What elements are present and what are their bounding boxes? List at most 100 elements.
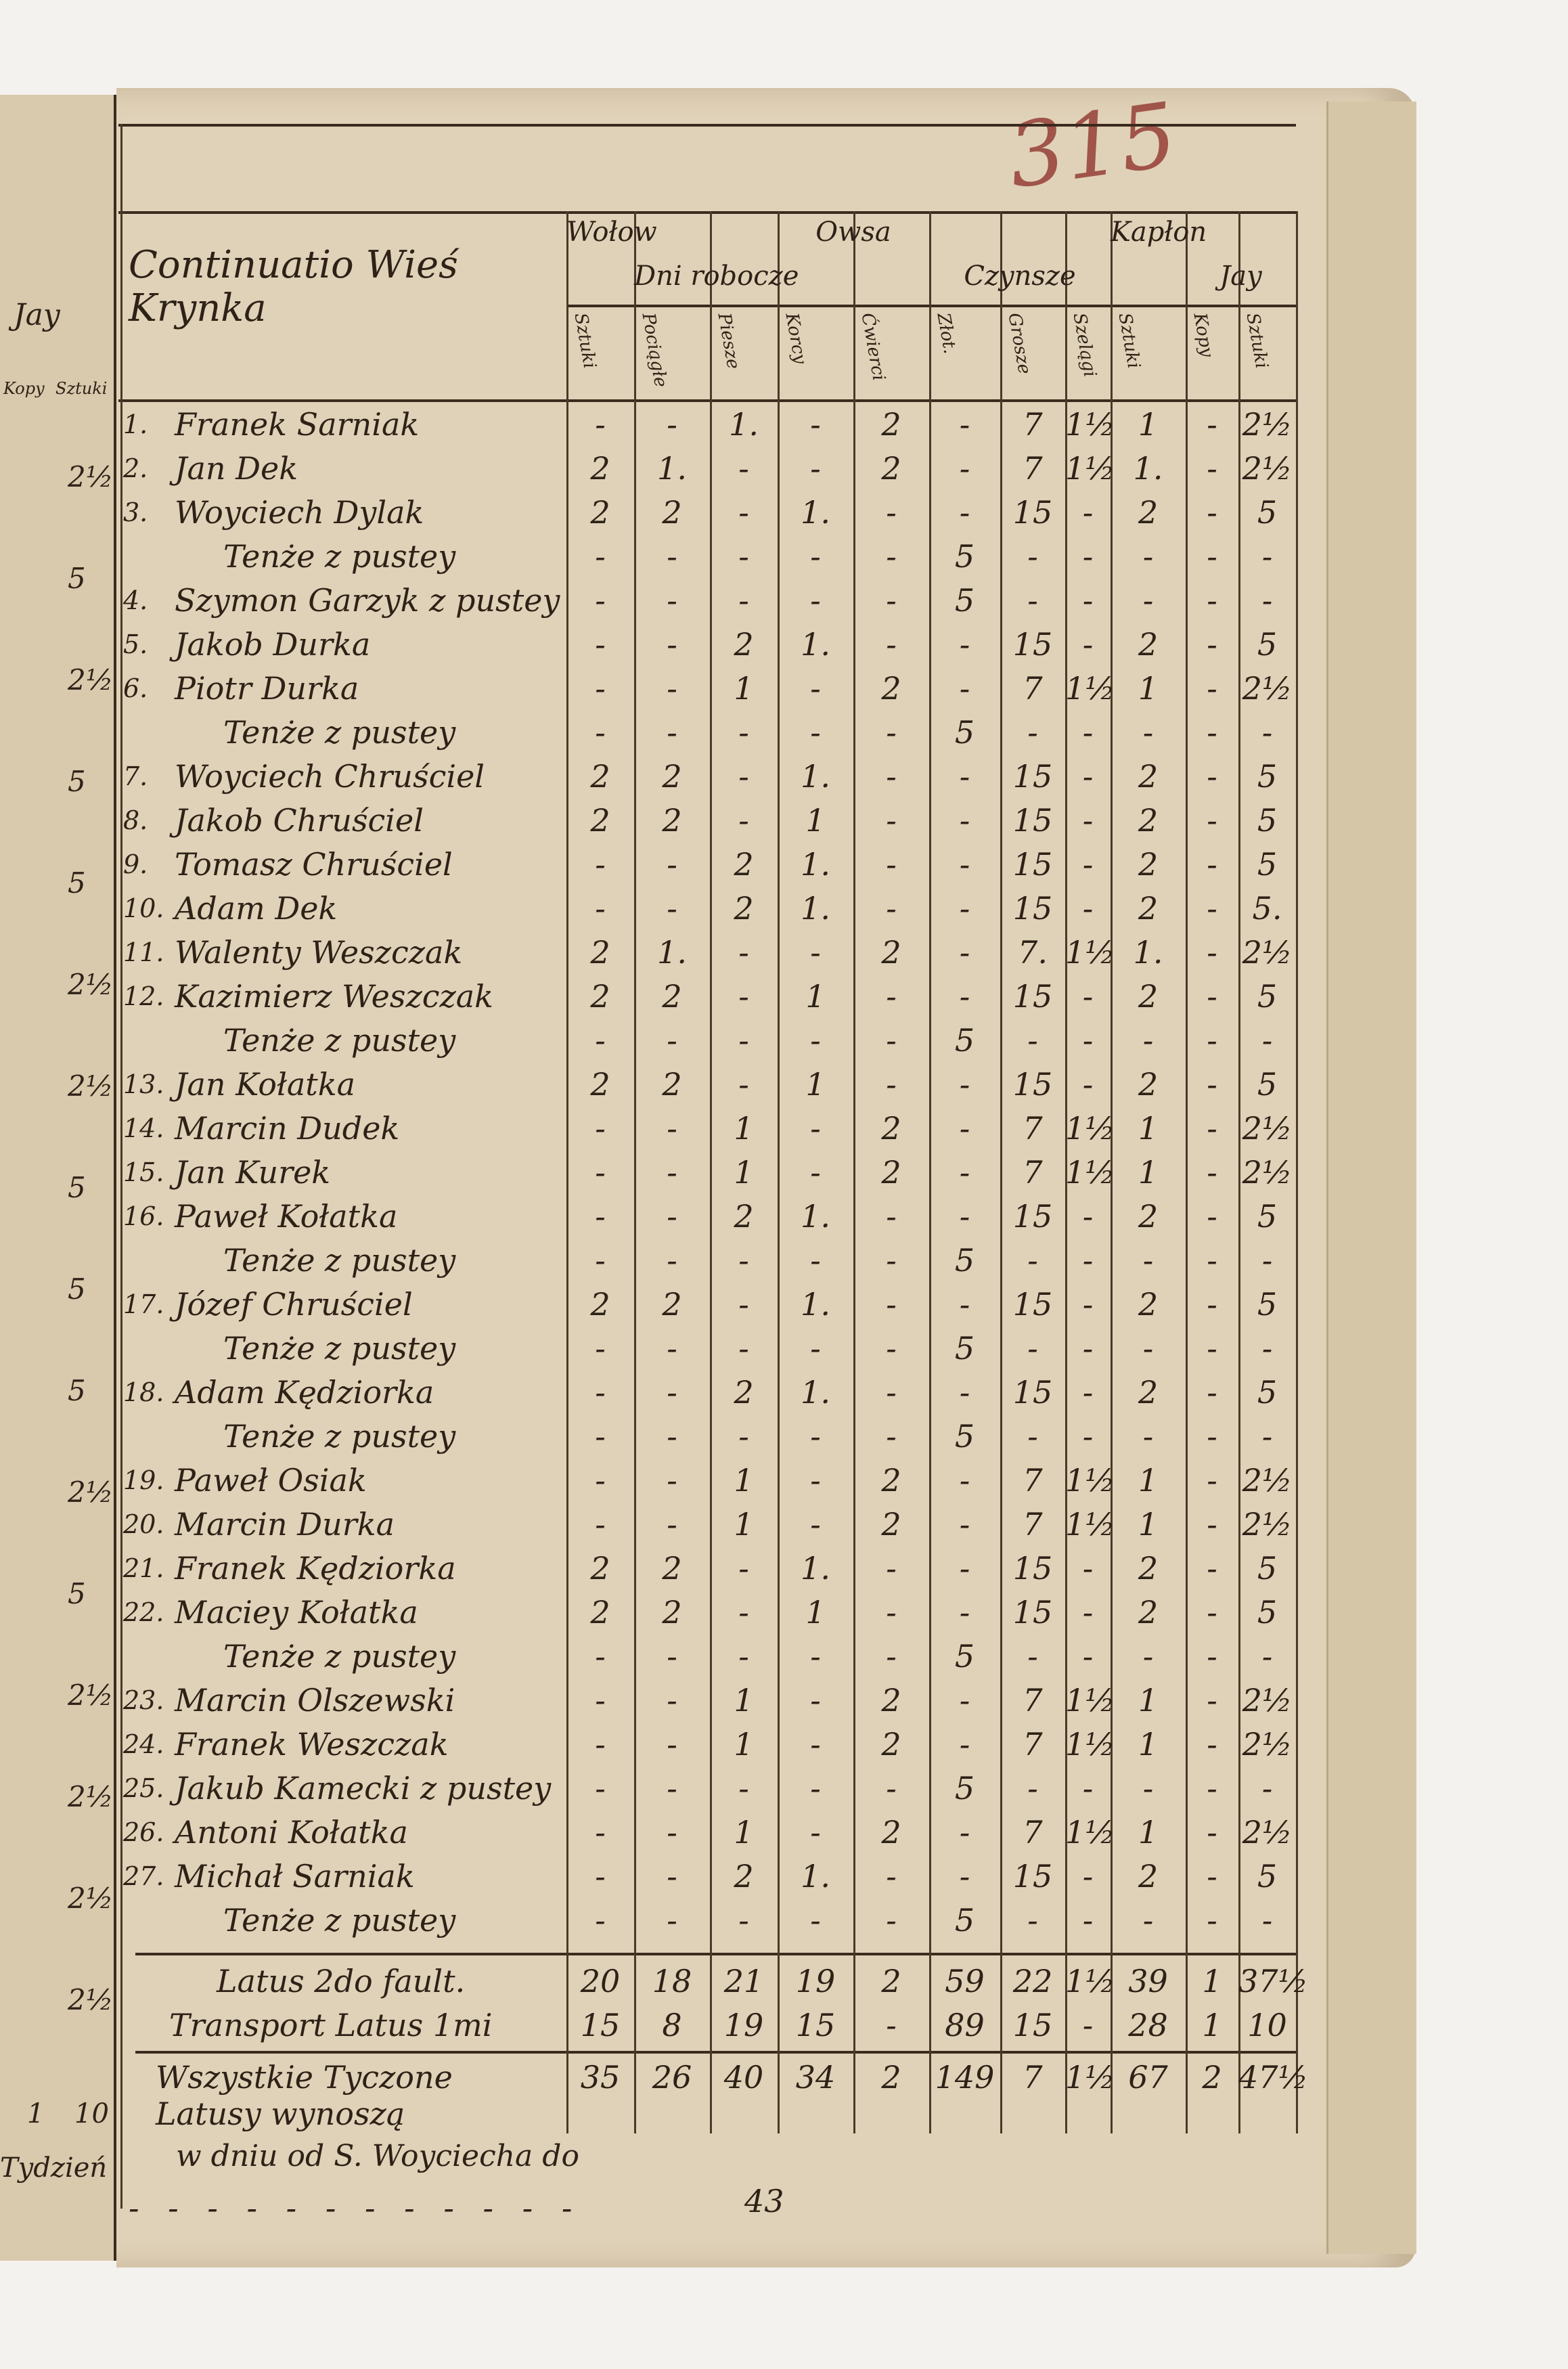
row-value: - xyxy=(810,714,821,751)
row-value: - xyxy=(667,1902,677,1939)
row-value: - xyxy=(738,1550,749,1587)
row-value: 1½ xyxy=(1065,670,1115,707)
row-name: Adam Dek xyxy=(175,890,338,927)
row-value: - xyxy=(1207,1418,1217,1455)
row-value: - xyxy=(1207,1330,1217,1367)
row-value: 5. xyxy=(1252,890,1282,927)
row-value: - xyxy=(667,1374,677,1411)
row-value: - xyxy=(1082,1858,1094,1895)
total-value: 28 xyxy=(1128,2007,1168,2043)
row-value: - xyxy=(1082,802,1094,839)
row-value: - xyxy=(738,538,749,575)
column-line xyxy=(566,211,568,2133)
row-value: 2 xyxy=(1138,846,1159,883)
row-name: Woyciech Chruściel xyxy=(175,758,485,795)
row-value: - xyxy=(810,538,821,575)
row-value: 2 xyxy=(662,1066,682,1103)
row-value: 7 xyxy=(1023,1154,1043,1191)
row-value: 7 xyxy=(1023,1814,1043,1851)
row-value: 1. xyxy=(801,890,830,927)
row-value: - xyxy=(886,758,897,795)
row-value: 5 xyxy=(1257,802,1278,839)
row-value: 5 xyxy=(954,1330,975,1367)
row-value: - xyxy=(595,1418,606,1455)
row-value: - xyxy=(1082,846,1094,883)
row-value: - xyxy=(886,846,897,883)
row-value: 2½ xyxy=(1242,406,1293,443)
row-value: - xyxy=(1082,626,1094,663)
row-value: 1½ xyxy=(1065,1506,1115,1543)
row-value: 15 xyxy=(1012,978,1053,1015)
row-value: - xyxy=(810,1022,821,1059)
row-value: - xyxy=(738,494,749,531)
page-title: Continuatio Wieś Krynka xyxy=(129,243,458,330)
row-name: Marcin Olszewski xyxy=(175,1682,455,1719)
row-value: - xyxy=(886,1858,897,1895)
total-value: 26 xyxy=(652,2059,692,2096)
row-value: 2 xyxy=(881,670,901,707)
row-value: - xyxy=(959,406,970,443)
row-value: - xyxy=(810,934,821,971)
row-value: 5 xyxy=(1257,626,1278,663)
row-value: - xyxy=(1027,1022,1038,1059)
total-value: 15 xyxy=(580,2007,621,2043)
rule-line xyxy=(118,124,1296,127)
row-value: 15 xyxy=(1012,494,1053,531)
row-value: - xyxy=(595,1638,606,1675)
row-value: - xyxy=(667,538,677,575)
left-page-value: 5 xyxy=(68,866,86,900)
total-value: 35 xyxy=(580,2059,621,2096)
row-name: Antoni Kołatka xyxy=(175,1814,408,1851)
row-name: Jakob Chruściel xyxy=(175,802,424,839)
total-value: 2 xyxy=(1202,2059,1222,2096)
row-value: 2 xyxy=(1138,1594,1159,1631)
row-value: - xyxy=(810,406,821,443)
row-number: 3. xyxy=(123,497,148,527)
row-value: - xyxy=(667,1198,677,1235)
row-value: - xyxy=(667,1858,677,1895)
column-line xyxy=(929,211,931,2133)
row-value: 1½ xyxy=(1065,1682,1115,1719)
row-value: 2 xyxy=(1138,626,1159,663)
row-value: - xyxy=(738,1418,749,1455)
row-value: - xyxy=(959,890,970,927)
row-value: 5 xyxy=(1257,1858,1278,1895)
total-value: 2 xyxy=(881,2059,901,2096)
row-value: - xyxy=(1207,1198,1217,1235)
row-value: 1. xyxy=(657,934,687,971)
row-value: - xyxy=(1207,1770,1217,1807)
left-page-value: 5 xyxy=(68,1272,86,1306)
row-value: - xyxy=(1207,1066,1217,1103)
row-value: - xyxy=(1082,1638,1094,1675)
left-page-value: 2½ xyxy=(68,968,114,1001)
column-line xyxy=(634,211,636,2133)
row-value: 1½ xyxy=(1065,934,1115,971)
row-value: - xyxy=(1261,1242,1273,1279)
row-value: - xyxy=(1142,1770,1154,1807)
left-page-value: 5 xyxy=(68,562,86,595)
row-value: 2 xyxy=(1138,1858,1159,1895)
row-value: 2 xyxy=(662,1286,682,1323)
row-value: 7 xyxy=(1023,406,1043,443)
row-value: - xyxy=(886,494,897,531)
row-value: - xyxy=(1207,494,1217,531)
row-value: - xyxy=(738,978,749,1015)
left-page-value: 2½ xyxy=(68,1983,114,2016)
row-value: 5 xyxy=(954,582,975,619)
row-name: Szymon Garzyk z pustey xyxy=(175,582,560,619)
row-value: - xyxy=(1207,758,1217,795)
row-value: - xyxy=(1207,890,1217,927)
row-value: - xyxy=(1207,1022,1217,1059)
left-page-bottom-sztuki: 10 xyxy=(74,2098,109,2129)
row-value: - xyxy=(886,890,897,927)
row-value: - xyxy=(1261,1638,1273,1675)
total-value: 89 xyxy=(945,2007,985,2043)
row-value: - xyxy=(1082,1374,1094,1411)
row-value: 2 xyxy=(1138,978,1159,1015)
row-value: - xyxy=(595,1374,606,1411)
row-value: - xyxy=(959,1726,970,1763)
total-value: 22 xyxy=(1012,1963,1053,1999)
row-value: - xyxy=(959,1374,970,1411)
row-value: - xyxy=(959,846,970,883)
row-value: - xyxy=(1027,1418,1038,1455)
